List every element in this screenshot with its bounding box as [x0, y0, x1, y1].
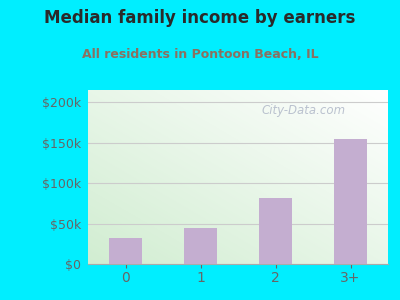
Bar	[259, 198, 292, 264]
Bar	[109, 238, 142, 264]
Text: Median family income by earners: Median family income by earners	[44, 9, 356, 27]
Text: City-Data.com: City-Data.com	[262, 104, 346, 117]
Text: All residents in Pontoon Beach, IL: All residents in Pontoon Beach, IL	[82, 48, 318, 61]
Bar	[184, 228, 217, 264]
Bar	[334, 139, 367, 264]
